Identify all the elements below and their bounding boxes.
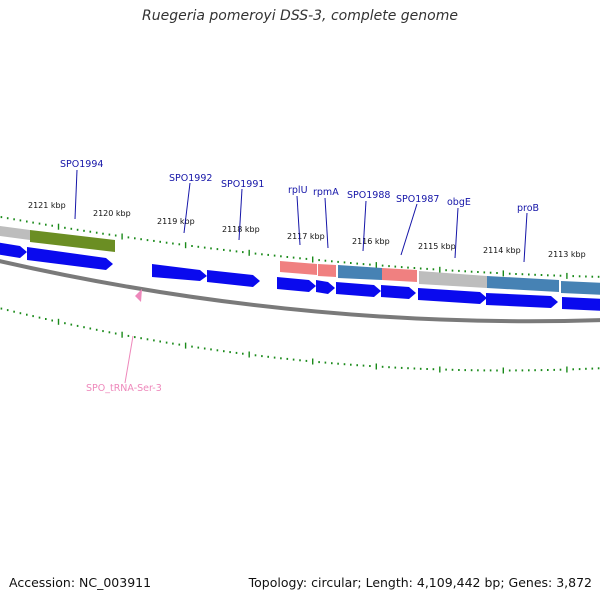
cds-arrow-obge[interactable] [418, 288, 487, 304]
gene-label-rpma[interactable]: rpmA [313, 187, 339, 198]
scale-label-2121: 2121 kbp [28, 201, 66, 210]
leader-spo1987 [400, 203, 418, 256]
cds-arrow-spo1994[interactable] [27, 247, 113, 270]
cds-arrow-spo1991[interactable] [207, 270, 260, 287]
feature-pink-rpma[interactable] [318, 264, 336, 277]
scale-label-2115: 2115 kbp [418, 242, 456, 251]
outer-tick-ring [0, 216, 600, 279]
leader-spo1994 [74, 169, 78, 220]
trna-label-leader [124, 335, 134, 384]
feature-steel-right[interactable] [561, 281, 600, 295]
leader-spo1992 [183, 182, 191, 234]
leader-obge [454, 207, 459, 259]
feature-pink-rplu[interactable] [280, 261, 317, 275]
scale-label-2120: 2120 kbp [93, 209, 131, 218]
leader-rpma [324, 197, 329, 249]
scale-label-2117: 2117 kbp [287, 232, 325, 241]
genome-backbone [0, 259, 600, 324]
map-title: Ruegeria pomeroyi DSS-3, complete genome [142, 8, 458, 24]
cds-arrow-spo1988[interactable] [336, 282, 381, 297]
feature-steel-prob[interactable] [487, 276, 559, 292]
gene-label-spo1994[interactable]: SPO1994 [60, 159, 103, 170]
cds-arrow-right[interactable] [562, 297, 600, 311]
cds-arrow-prob[interactable] [486, 293, 558, 308]
scale-label-2118: 2118 kbp [222, 225, 260, 234]
feature-gray-obge[interactable] [419, 271, 487, 288]
gene-label-spo1988[interactable]: SPO1988 [347, 190, 390, 201]
scale-label-2116: 2116 kbp [352, 237, 390, 246]
leader-spo1988 [362, 200, 367, 252]
leader-prob [523, 212, 528, 263]
cds-arrow-left[interactable] [0, 242, 27, 258]
cds-arrow-rplu[interactable] [277, 277, 316, 292]
scale-label-2119: 2119 kbp [157, 217, 195, 226]
feature-steel-spo1988[interactable] [338, 265, 382, 280]
gene-label-trna[interactable]: SPO_tRNA-Ser-3 [86, 383, 162, 394]
feature-olive-spo1994[interactable] [30, 230, 115, 252]
gene-label-spo1987[interactable]: SPO1987 [396, 194, 439, 205]
cds-arrow-rpma[interactable] [316, 280, 335, 294]
leader-rplu [296, 195, 301, 246]
gene-label-prob[interactable]: proB [517, 203, 539, 214]
inner-tick-ring [0, 307, 600, 374]
feature-pink-spo1987[interactable] [382, 268, 417, 282]
gene-label-spo1991[interactable]: SPO1991 [221, 179, 264, 190]
leader-spo1991 [238, 188, 243, 241]
scale-label-2114: 2114 kbp [483, 246, 521, 255]
scale-label-2113: 2113 kbp [548, 250, 586, 259]
gene-label-rplu[interactable]: rplU [288, 185, 308, 196]
gene-label-obge[interactable]: obgE [447, 197, 471, 208]
genome-summary: Topology: circular; Length: 4,109,442 bp… [248, 575, 592, 590]
trna-marker[interactable] [135, 289, 142, 302]
feature-gray-left[interactable] [0, 226, 30, 240]
cds-arrow-spo1987[interactable] [381, 285, 416, 299]
gene-label-spo1992[interactable]: SPO1992 [169, 173, 212, 184]
cds-arrow-spo1992[interactable] [152, 264, 207, 281]
accession-label: Accession: NC_003911 [9, 575, 152, 590]
